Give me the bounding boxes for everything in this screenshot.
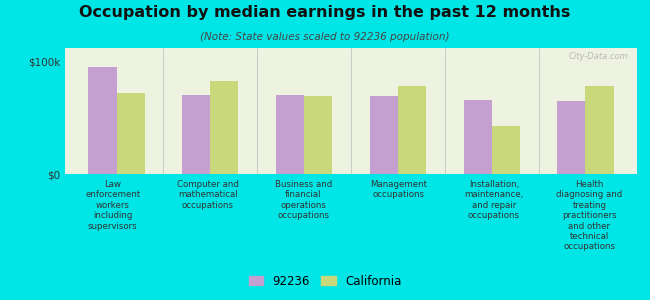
Bar (586, 86, 614, 174)
Bar (304, 96, 332, 174)
Bar (116, 93, 145, 174)
Text: Installation,
maintenance,
and repair
occupations: Installation, maintenance, and repair oc… (464, 180, 524, 220)
Bar (182, 95, 211, 174)
Bar (398, 86, 426, 174)
Bar (557, 101, 586, 174)
Bar (276, 95, 304, 174)
Text: Business and
financial
operations
occupations: Business and financial operations occupa… (275, 180, 332, 220)
Bar (211, 81, 239, 174)
Text: Law
enforcement
workers
including
supervisors: Law enforcement workers including superv… (85, 180, 140, 231)
Text: Occupation by median earnings in the past 12 months: Occupation by median earnings in the pas… (79, 4, 571, 20)
Bar (491, 126, 520, 174)
Bar (370, 96, 398, 174)
Bar (463, 100, 491, 174)
Text: Management
occupations: Management occupations (370, 180, 427, 200)
Text: City-Data.com: City-Data.com (569, 52, 629, 61)
Bar (88, 67, 116, 174)
Text: (Note: State values scaled to 92236 population): (Note: State values scaled to 92236 popu… (200, 32, 450, 41)
Text: Computer and
mathematical
occupations: Computer and mathematical occupations (177, 180, 239, 210)
Legend: 92236, California: 92236, California (245, 271, 405, 291)
Text: Health
diagnosing and
treating
practitioners
and other
technical
occupations: Health diagnosing and treating practitio… (556, 180, 623, 251)
